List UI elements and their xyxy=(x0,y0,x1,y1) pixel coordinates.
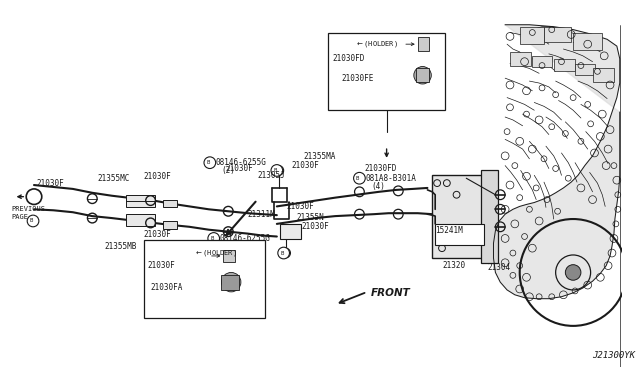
Text: 21030F: 21030F xyxy=(37,179,65,187)
Circle shape xyxy=(278,247,289,259)
Bar xyxy=(573,32,602,50)
Bar xyxy=(163,221,177,229)
Bar xyxy=(223,250,235,262)
Text: 21030F: 21030F xyxy=(301,222,329,231)
Circle shape xyxy=(204,157,216,169)
Text: 21355N: 21355N xyxy=(296,212,324,222)
Text: 21304: 21304 xyxy=(488,263,511,272)
Text: 21030F: 21030F xyxy=(287,202,314,211)
Bar xyxy=(520,27,544,44)
Bar xyxy=(416,68,429,82)
Text: $\leftarrow$(HOLDER): $\leftarrow$(HOLDER) xyxy=(195,248,237,258)
Text: J21300YK: J21300YK xyxy=(593,350,636,359)
Bar xyxy=(510,52,531,65)
Bar xyxy=(280,224,301,240)
Text: B: B xyxy=(29,218,33,224)
Bar xyxy=(593,68,614,82)
Text: 21305J: 21305J xyxy=(257,171,285,180)
Bar xyxy=(418,37,429,51)
Text: (2): (2) xyxy=(223,242,237,251)
Text: 21030FD: 21030FD xyxy=(332,54,365,63)
Bar xyxy=(126,195,156,207)
Text: B: B xyxy=(210,236,213,241)
Bar xyxy=(328,32,445,110)
Text: 21030F: 21030F xyxy=(225,164,253,173)
Text: 15241M: 15241M xyxy=(435,226,463,235)
Text: 21030F: 21030F xyxy=(148,261,175,270)
Bar xyxy=(554,59,575,71)
Text: 21030F: 21030F xyxy=(144,230,172,239)
Circle shape xyxy=(414,67,431,84)
Bar xyxy=(544,27,571,42)
Text: B: B xyxy=(206,160,209,165)
Text: $\leftarrow$(HOLDER): $\leftarrow$(HOLDER) xyxy=(355,39,397,49)
Text: 21355MB: 21355MB xyxy=(105,242,138,251)
Text: 21320: 21320 xyxy=(442,261,465,270)
Circle shape xyxy=(565,265,581,280)
Circle shape xyxy=(353,172,365,184)
Text: PAGE: PAGE xyxy=(12,214,29,220)
Bar xyxy=(144,240,265,318)
Circle shape xyxy=(271,165,283,176)
Bar xyxy=(575,64,595,75)
Text: 21030F: 21030F xyxy=(144,172,172,181)
Text: FRONT: FRONT xyxy=(371,288,411,298)
Text: 081A8-B301A: 081A8-B301A xyxy=(365,174,416,183)
Circle shape xyxy=(208,232,220,244)
Bar xyxy=(481,170,499,263)
Bar xyxy=(126,214,156,226)
Text: (2): (2) xyxy=(221,166,236,175)
Text: 21030FE: 21030FE xyxy=(342,74,374,83)
Bar xyxy=(432,175,495,258)
Text: B: B xyxy=(280,250,284,256)
Text: 21355MC: 21355MC xyxy=(97,174,129,183)
Bar xyxy=(163,200,177,207)
Text: B: B xyxy=(273,168,276,173)
Polygon shape xyxy=(493,25,620,299)
Bar xyxy=(532,56,552,67)
Text: 08146-6255G: 08146-6255G xyxy=(220,234,271,243)
Text: (4): (4) xyxy=(371,182,385,190)
Text: 08146-6255G: 08146-6255G xyxy=(216,158,266,167)
Bar xyxy=(435,224,484,245)
Text: 21030F: 21030F xyxy=(144,248,172,257)
Text: B: B xyxy=(356,176,359,181)
Circle shape xyxy=(27,215,39,227)
Circle shape xyxy=(221,272,241,292)
Text: 21030FA: 21030FA xyxy=(150,282,183,292)
Text: 21311M: 21311M xyxy=(248,210,275,219)
Text: 21355MA: 21355MA xyxy=(303,153,335,161)
Text: PREVIOUS: PREVIOUS xyxy=(12,206,45,212)
Text: 21030FD: 21030FD xyxy=(364,164,397,173)
Text: 21030F: 21030F xyxy=(291,161,319,170)
Bar xyxy=(221,275,239,290)
